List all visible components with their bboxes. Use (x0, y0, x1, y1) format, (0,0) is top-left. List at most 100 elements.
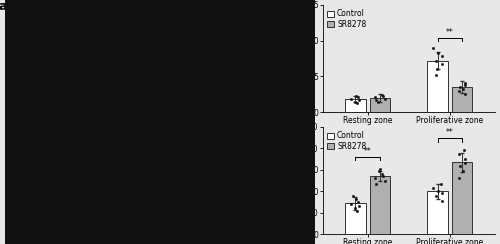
Point (204, 176, 212, 180)
Point (281, 52, 289, 56)
Point (375, 169, 383, 173)
Point (238, 208, 246, 212)
Point (462, 83, 469, 87)
Point (226, 102, 234, 106)
Point (234, 152, 242, 156)
Point (197, 168, 205, 172)
Point (250, 218, 258, 222)
Point (180, 108, 188, 112)
Point (95, 98, 103, 102)
Point (287, 202, 295, 205)
Point (230, 89, 237, 92)
Point (232, 106, 240, 110)
Point (290, 158, 298, 162)
Point (181, 109, 189, 113)
Point (192, 175, 200, 179)
Point (242, 166, 250, 170)
Point (300, 231, 308, 235)
Point (164, 215, 172, 219)
Point (281, 106, 289, 110)
Point (232, 88, 240, 92)
Point (159, 62, 167, 66)
Point (161, 172, 169, 176)
Point (252, 94, 260, 98)
Point (381, 179, 389, 183)
Point (264, 93, 272, 97)
Point (38, 53, 46, 57)
Bar (370, 176, 390, 234)
Point (237, 164, 245, 168)
Point (252, 196, 260, 200)
Point (200, 94, 208, 98)
Bar (427, 61, 448, 112)
Point (240, 175, 248, 179)
Point (244, 178, 252, 182)
Y-axis label: Brdu positive cells(%): Brdu positive cells(%) (297, 13, 306, 104)
Text: RZ: RZ (220, 54, 228, 59)
Point (195, 100, 203, 104)
Point (158, 47, 166, 51)
Point (218, 185, 226, 189)
Point (226, 194, 234, 198)
Point (280, 231, 288, 234)
Point (248, 83, 256, 87)
Point (256, 144, 264, 148)
Point (161, 198, 169, 202)
Point (161, 54, 169, 58)
Point (157, 74, 165, 78)
Point (228, 110, 235, 114)
Point (248, 101, 256, 105)
Point (173, 213, 181, 217)
Point (280, 32, 288, 36)
Point (206, 65, 214, 69)
Point (286, 202, 294, 206)
Point (246, 224, 254, 228)
Point (54, 70, 62, 74)
Point (294, 133, 302, 137)
Point (198, 78, 206, 81)
Point (187, 85, 195, 89)
Point (243, 119, 251, 123)
Point (234, 157, 242, 161)
Point (222, 82, 230, 86)
Point (118, 181, 126, 185)
Point (263, 169, 271, 173)
Point (288, 53, 296, 57)
Point (172, 229, 180, 233)
Point (173, 74, 181, 78)
Bar (138, 137, 216, 244)
Point (160, 215, 168, 219)
Point (178, 43, 186, 47)
Point (176, 72, 184, 76)
Point (288, 91, 296, 94)
Point (432, 73, 440, 77)
Text: Merge: Merge (232, 7, 258, 15)
Point (192, 95, 200, 99)
Point (249, 73, 257, 77)
Point (291, 169, 299, 173)
Point (176, 225, 184, 229)
Point (280, 160, 287, 163)
Point (279, 226, 287, 230)
Point (159, 222, 167, 226)
Point (456, 152, 464, 155)
Point (234, 215, 242, 219)
Point (239, 49, 247, 52)
Point (158, 198, 166, 202)
Point (182, 47, 190, 51)
Point (188, 43, 196, 47)
Point (284, 103, 292, 107)
Point (260, 112, 268, 116)
Point (206, 210, 214, 214)
Point (151, 89, 159, 93)
Point (299, 103, 307, 107)
Point (170, 78, 177, 81)
Point (156, 156, 164, 160)
Point (164, 208, 172, 212)
Point (236, 42, 244, 46)
Point (280, 102, 287, 105)
Text: **: ** (364, 147, 372, 156)
Point (282, 155, 290, 159)
Point (434, 67, 442, 71)
Point (292, 218, 300, 222)
